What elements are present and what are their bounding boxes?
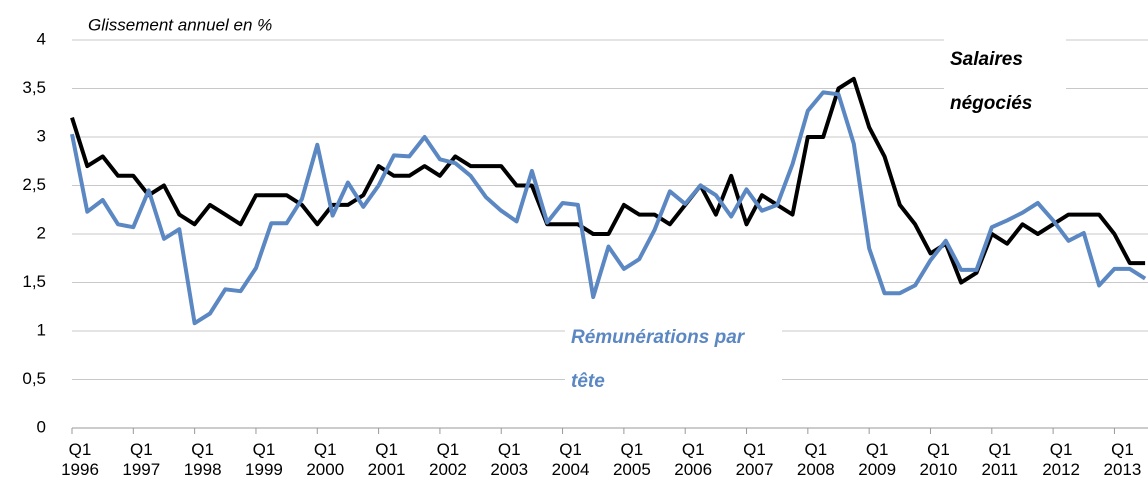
x-tick-label: Q1 2013 bbox=[1103, 440, 1142, 479]
y-tick-label: 1 bbox=[37, 320, 46, 339]
x-tick-label: Q1 2003 bbox=[490, 440, 529, 479]
series-label: Salaires négociés bbox=[944, 38, 1066, 126]
x-tick-label: Q1 2008 bbox=[796, 440, 835, 479]
x-tick-label: Q1 2001 bbox=[367, 440, 406, 479]
x-tick-label: Q1 2011 bbox=[981, 440, 1019, 479]
series-line bbox=[70, 90, 1147, 326]
y-tick-label: 0,5 bbox=[22, 369, 46, 388]
series-label: Rémunérations par tête bbox=[565, 316, 782, 404]
y-tick-label: 3,5 bbox=[22, 78, 46, 97]
x-tick-label: Q1 2004 bbox=[551, 440, 590, 479]
x-tick-label: Q1 2007 bbox=[735, 440, 774, 479]
y-tick-label: 2,5 bbox=[22, 175, 46, 194]
x-tick-label: Q1 2002 bbox=[428, 440, 467, 479]
x-tick-label: Q1 2006 bbox=[674, 440, 713, 479]
y-tick-label: 1,5 bbox=[22, 272, 46, 291]
x-tick-label: Q1 1998 bbox=[183, 440, 222, 479]
y-tick-label: 0 bbox=[37, 417, 46, 436]
subtitle: Glissement annuel en % bbox=[88, 15, 272, 34]
x-tick-label: Q1 2005 bbox=[612, 440, 651, 479]
x-tick-label: Q1 1996 bbox=[61, 440, 99, 479]
x-tick-label: Q1 2010 bbox=[919, 440, 958, 479]
x-tick-label: Q1 1997 bbox=[122, 440, 161, 479]
y-tick-label: 3 bbox=[37, 126, 46, 145]
y-tick-label: 4 bbox=[37, 29, 46, 48]
x-tick-label: Q1 2000 bbox=[306, 440, 345, 479]
x-tick-label: Q1 1999 bbox=[245, 440, 283, 479]
series-line bbox=[70, 76, 1146, 285]
x-tick-label: Q1 2012 bbox=[1042, 440, 1081, 479]
x-tick-label: Q1 2009 bbox=[858, 440, 897, 479]
y-tick-label: 2 bbox=[37, 223, 46, 242]
